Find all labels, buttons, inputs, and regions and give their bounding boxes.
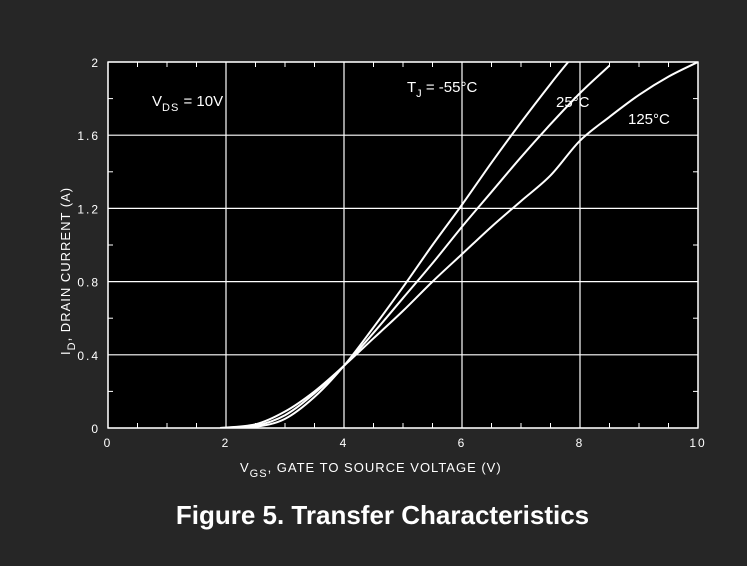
grid-lines	[107, 61, 699, 429]
y-label-sub: D	[66, 341, 78, 350]
plot-area	[108, 62, 698, 428]
vds-main: V	[152, 93, 162, 110]
vds-rest: = 10V	[179, 93, 223, 110]
tj-main: T	[407, 79, 416, 96]
y-tick-label-0: 0	[91, 422, 100, 436]
x-tick-label-3: 6	[458, 436, 467, 450]
label-25-main: 25°C	[556, 94, 590, 111]
x-tick-label-0: 0	[104, 436, 113, 450]
y-label-rest: , DRAIN CURRENT (A)	[58, 187, 73, 342]
x-tick-label-4: 8	[576, 436, 585, 450]
x-tick-label-1: 2	[222, 436, 231, 450]
vds-sub: DS	[162, 102, 179, 114]
x-tick-label-2: 4	[340, 436, 349, 450]
y-tick-label-4: 1.6	[77, 129, 100, 143]
y-tick-label-3: 1.2	[77, 202, 100, 216]
vds-annotation: VDS = 10V	[152, 93, 223, 114]
y-axis-label: ID, DRAIN CURRENT (A)	[58, 187, 78, 355]
curve-25c	[225, 64, 611, 428]
y-label-main: I	[58, 350, 73, 355]
curve-minus55c	[225, 62, 569, 428]
label-125-main: 125°C	[628, 111, 670, 128]
curve-label-minus55: TJ = -55°C	[407, 79, 477, 100]
tj-rest: = -55°C	[422, 79, 478, 96]
x-label-sub: GS	[250, 468, 268, 480]
x-tick-label-5: 10	[689, 436, 706, 450]
x-axis-label: VGS, GATE TO SOURCE VOLTAGE (V)	[240, 460, 502, 480]
curve-125c	[219, 62, 698, 428]
curve-label-125: 125°C	[628, 111, 670, 128]
x-label-rest: , GATE TO SOURCE VOLTAGE (V)	[268, 460, 502, 475]
y-tick-label-1: 0.4	[77, 349, 100, 363]
y-tick-label-5: 2	[91, 56, 100, 70]
curves	[219, 62, 698, 428]
x-label-main: V	[240, 460, 250, 475]
tick-labels: 0 2 4 6 8 10 0 0.4 0.8 1.2 1.6 2	[77, 56, 706, 450]
y-tick-label-2: 0.8	[77, 276, 100, 290]
figure-caption: Figure 5. Transfer Characteristics	[175, 500, 590, 530]
curve-label-25: 25°C	[556, 94, 590, 111]
tj-sub: J	[416, 88, 422, 100]
